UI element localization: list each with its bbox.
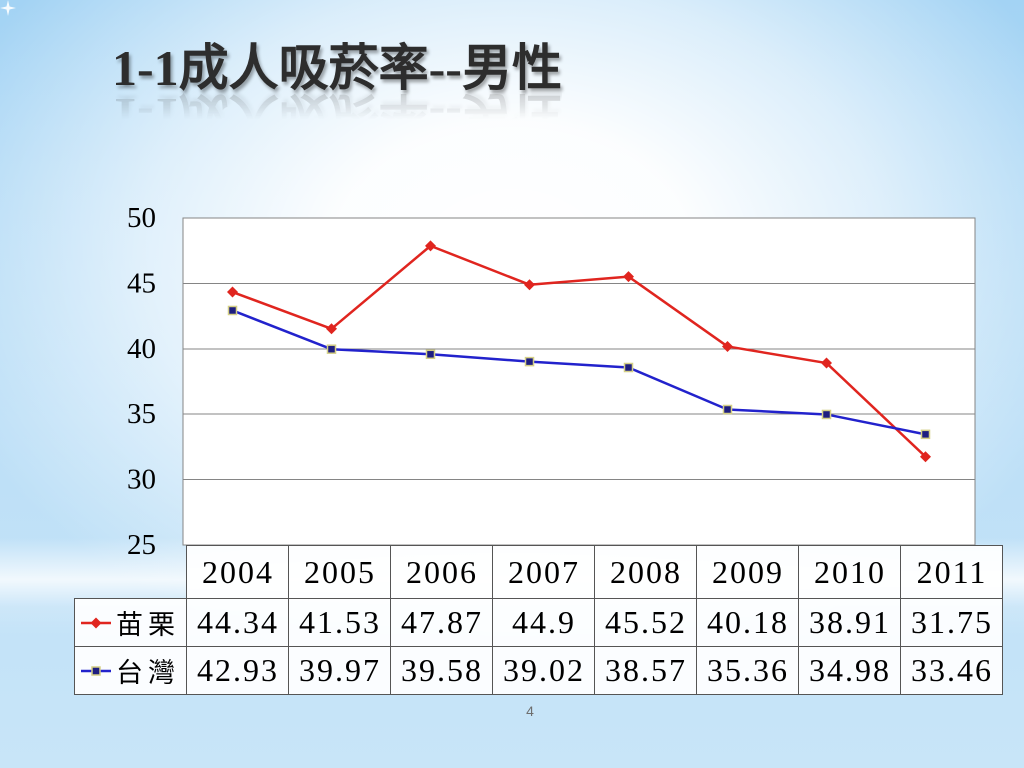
series-2-marker [227, 305, 238, 316]
table-cell: 41.53 [287, 598, 391, 647]
table-cell: 45.52 [593, 598, 697, 647]
year-header: 2004 [185, 545, 289, 599]
legend-cell: 苗栗 [74, 598, 187, 647]
year-header-row: 2004 2005 2006 2007 2008 2009 2010 2011 [74, 545, 1003, 599]
legend-key-square-icon [81, 665, 111, 676]
legend-cell: 台灣 [74, 646, 187, 695]
y-tick-label: 35 [127, 398, 156, 430]
series-label: 苗栗 [116, 610, 180, 640]
table-cell: 44.34 [185, 598, 289, 647]
y-tick-label: 50 [127, 202, 156, 234]
table-cell: 39.58 [389, 646, 493, 695]
plot-area [182, 217, 976, 546]
series-1-marker [920, 451, 931, 463]
legend-entry: 苗栗 [75, 603, 185, 642]
table-corner [74, 545, 187, 599]
series-1-marker [227, 286, 238, 298]
year-header: 2010 [797, 545, 901, 599]
series-1-marker [821, 357, 832, 369]
series-2-line [232, 309, 926, 436]
page-number: 4 [526, 703, 534, 719]
legend-key-diamond-icon [81, 617, 111, 628]
table-cell: 38.91 [797, 598, 901, 647]
year-header: 2008 [593, 545, 697, 599]
table-cell: 42.93 [185, 646, 289, 695]
y-tick-label: 30 [127, 464, 156, 496]
series-1-marker [425, 240, 436, 252]
year-header: 2011 [899, 545, 1003, 599]
table-cell: 47.87 [389, 598, 493, 647]
series-2-marker [722, 404, 733, 415]
legend-key-marker [90, 617, 102, 628]
y-tick-label: 45 [127, 267, 156, 299]
series-2-marker [821, 409, 832, 420]
series-2-marker [920, 429, 931, 440]
series-2-marker [524, 356, 535, 367]
series-label: 台灣 [116, 658, 180, 688]
series-2-marker [326, 344, 337, 354]
table-cell: 40.18 [695, 598, 799, 647]
legend-entry: 台灣 [75, 651, 185, 690]
table-cell: 38.57 [593, 646, 697, 695]
series-1-marker [623, 271, 634, 283]
table-cell: 39.97 [287, 646, 391, 695]
table-cell: 31.75 [899, 598, 1003, 647]
series-1-line [232, 244, 927, 458]
table-cell: 35.36 [695, 646, 799, 695]
series-1-marker [722, 340, 733, 352]
series-2-marker [623, 362, 634, 373]
table-cell: 39.02 [491, 646, 595, 695]
series-2-row: 台灣 42.93 39.97 39.58 39.02 38.57 35.36 3… [74, 646, 1003, 695]
table-cell: 44.9 [491, 598, 595, 647]
year-header: 2005 [287, 545, 391, 599]
table-cell: 34.98 [797, 646, 901, 695]
table-cell: 33.46 [899, 646, 1003, 695]
data-table: 2004 2005 2006 2007 2008 2009 2010 2011 … [74, 545, 1003, 695]
series-1-marker [524, 279, 535, 291]
year-header: 2009 [695, 545, 799, 599]
page-title: 1-1成人吸菸率--男性 [112, 40, 562, 96]
legend-key-marker [91, 665, 101, 676]
year-header: 2006 [389, 545, 493, 599]
sparkle-icon [0, 0, 16, 16]
series-1-marker [326, 323, 337, 335]
y-tick-label: 40 [127, 333, 156, 365]
year-header: 2007 [491, 545, 595, 599]
series-2-marker [425, 349, 436, 360]
series-1-row: 苗栗 44.34 41.53 47.87 44.9 45.52 40.18 38… [74, 598, 1003, 647]
